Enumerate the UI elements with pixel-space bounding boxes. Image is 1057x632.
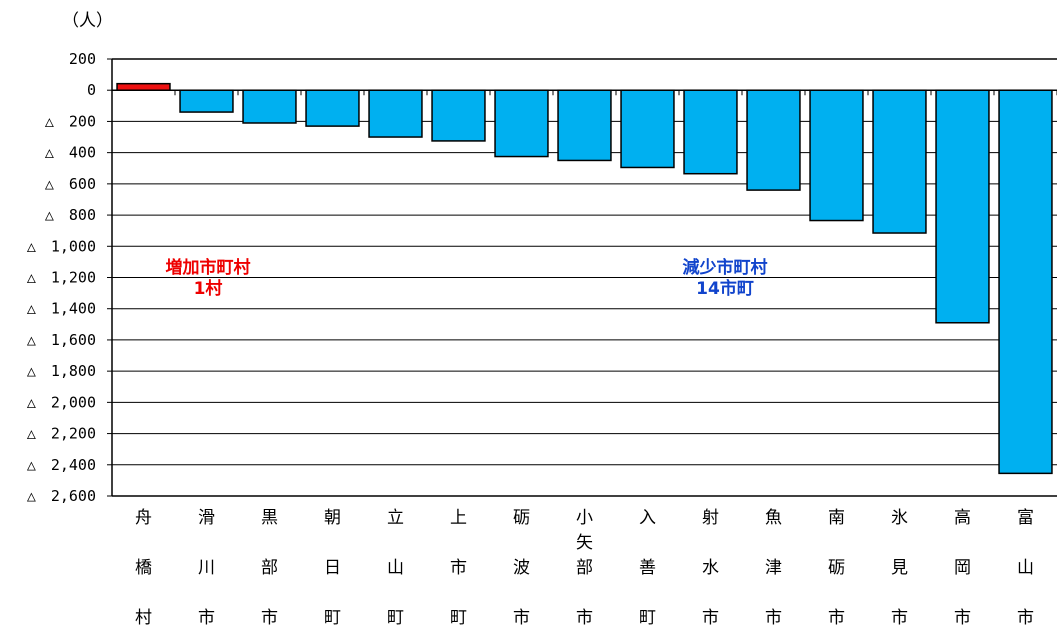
bar (935, 89, 990, 324)
y-tick-label: 0 (87, 81, 96, 99)
category-label: 水 (702, 558, 719, 578)
category-label: 市 (198, 608, 215, 628)
category-labels: 舟橋村滑川市黒部市朝日町立山町上市町砺波市小矢部市入善町射水市魚津市南砺市氷見市… (135, 508, 1034, 628)
bar (998, 89, 1053, 475)
y-tick-label: △ 1,000 (27, 237, 96, 255)
bar (179, 89, 234, 113)
category-label: 市 (954, 608, 971, 628)
category-label: 滑 (198, 508, 215, 528)
category-label: 朝 (324, 508, 341, 528)
category-label: 小 (576, 508, 593, 528)
y-tick-label: △ 600 (45, 175, 96, 193)
category-label: 市 (1017, 608, 1034, 628)
category-label: 善 (639, 558, 656, 578)
category-label: 山 (387, 558, 404, 578)
category-label: 市 (513, 608, 530, 628)
bar (431, 89, 486, 142)
bar (368, 89, 423, 138)
category-label: 山 (1017, 558, 1034, 578)
y-tick-label: △ 200 (45, 112, 96, 130)
bar (242, 89, 297, 124)
bar (305, 89, 360, 127)
category-label: 川 (198, 558, 215, 578)
category-label: 市 (828, 608, 845, 628)
category-label: 津 (765, 558, 782, 578)
category-label: 氷 (891, 508, 908, 528)
bar (557, 89, 612, 162)
y-tick-label: 200 (69, 50, 96, 68)
bar (683, 89, 738, 175)
category-label: 立 (387, 508, 404, 528)
bars (116, 82, 1053, 475)
category-label: 見 (891, 558, 908, 578)
y-tick-labels: 200 0 △ 200 △ 400 △ 600 △ 800 △ 1,000 △ 1,200 △ … (27, 50, 96, 505)
category-label: 町 (324, 608, 341, 628)
annotation-label: 1村 (194, 278, 223, 299)
category-label: 高 (954, 508, 971, 528)
category-label: 市 (765, 608, 782, 628)
annotation-label: 増加市町村 (166, 257, 251, 278)
bar (872, 89, 927, 234)
category-label: 町 (450, 608, 467, 628)
category-label: 橋 (135, 558, 152, 578)
category-label: 南 (828, 508, 845, 528)
category-label: 村 (135, 608, 152, 628)
y-tick-label: △ 2,400 (27, 456, 96, 474)
y-tick-label: △ 1,800 (27, 362, 96, 380)
axes (107, 58, 1057, 497)
category-label: 波 (513, 558, 530, 578)
category-label: 矢 (576, 533, 593, 553)
category-label: 市 (702, 608, 719, 628)
bar (116, 82, 171, 91)
category-label: 砺 (828, 558, 845, 578)
bar (809, 89, 864, 222)
category-label: 日 (324, 558, 341, 578)
bar (620, 89, 675, 169)
category-label: 市 (891, 608, 908, 628)
annotation-label: 減少市町村 (683, 257, 768, 278)
y-tick-label: △ 800 (45, 206, 96, 224)
category-label: 魚 (765, 508, 782, 528)
annotation-label: 14市町 (696, 278, 754, 299)
y-tick-label: △ 1,400 (27, 300, 96, 318)
y-tick-label: △ 2,600 (27, 487, 96, 505)
category-label: 町 (387, 608, 404, 628)
bar (494, 89, 549, 158)
y-tick-label: △ 1,200 (27, 269, 96, 287)
category-label: 部 (261, 558, 278, 578)
category-label: 市 (576, 608, 593, 628)
bar (746, 89, 801, 191)
y-tick-label: △ 2,000 (27, 393, 96, 411)
category-label: 富 (1017, 508, 1034, 528)
category-label: 砺 (513, 508, 530, 528)
category-label: 市 (261, 608, 278, 628)
category-label: 岡 (954, 558, 971, 578)
category-label: 市 (450, 558, 467, 578)
category-label: 上 (450, 508, 467, 528)
gridlines (112, 89, 1057, 466)
category-label: 入 (639, 508, 656, 528)
category-label: 部 (576, 558, 593, 578)
y-tick-label: △ 1,600 (27, 331, 96, 349)
category-label: 町 (639, 608, 656, 628)
category-label: 黒 (261, 508, 278, 528)
category-label: 射 (702, 508, 719, 528)
y-tick-label: △ 400 (45, 144, 96, 162)
y-axis-unit-label: （人） (62, 11, 113, 31)
category-label: 舟 (135, 508, 152, 528)
y-tick-label: △ 2,200 (27, 425, 96, 443)
